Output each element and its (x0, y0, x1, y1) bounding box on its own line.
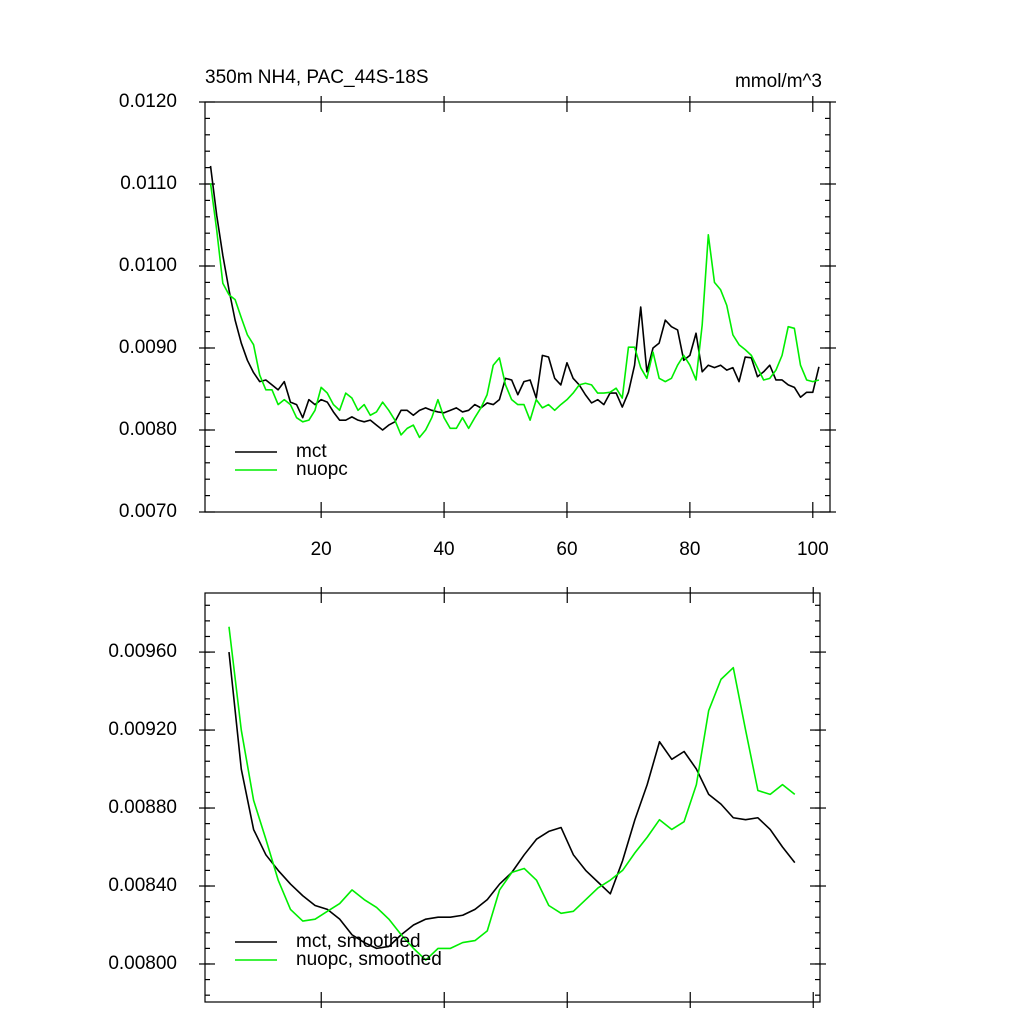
series-line (209, 183, 820, 439)
x-tick-label: 40 (433, 539, 454, 560)
y-tick-label: 0.00800 (108, 953, 177, 974)
legend-label: nuopc (296, 459, 348, 480)
plot-frame (204, 592, 821, 1003)
y-tick-label: 0.0100 (119, 255, 177, 276)
y-tick-label: 0.0080 (119, 419, 177, 440)
y-tick-label: 0.00960 (108, 641, 177, 662)
units-label: mmol/m^3 (735, 71, 822, 92)
legend-label: mct (296, 441, 327, 462)
x-tick-label: 100 (797, 539, 829, 560)
y-tick-label: 0.00880 (108, 797, 177, 818)
series-line (228, 626, 796, 961)
y-tick-label: 0.00840 (108, 875, 177, 896)
chart-title: 350m NH4, PAC_44S-18S (205, 67, 429, 88)
x-tick-label: 80 (679, 539, 700, 560)
legend-label: nuopc, smoothed (296, 949, 442, 970)
y-tick-label: 0.0110 (120, 173, 177, 194)
y-tick-label: 0.0120 (119, 91, 177, 112)
plot-frame (204, 101, 831, 513)
legend-label: mct, smoothed (296, 931, 421, 952)
series-line (209, 165, 820, 431)
y-tick-label: 0.00920 (108, 719, 177, 740)
y-tick-label: 0.0090 (119, 337, 177, 358)
x-tick-label: 60 (556, 539, 577, 560)
x-tick-label: 20 (311, 539, 332, 560)
y-tick-label: 0.0070 (119, 501, 177, 522)
